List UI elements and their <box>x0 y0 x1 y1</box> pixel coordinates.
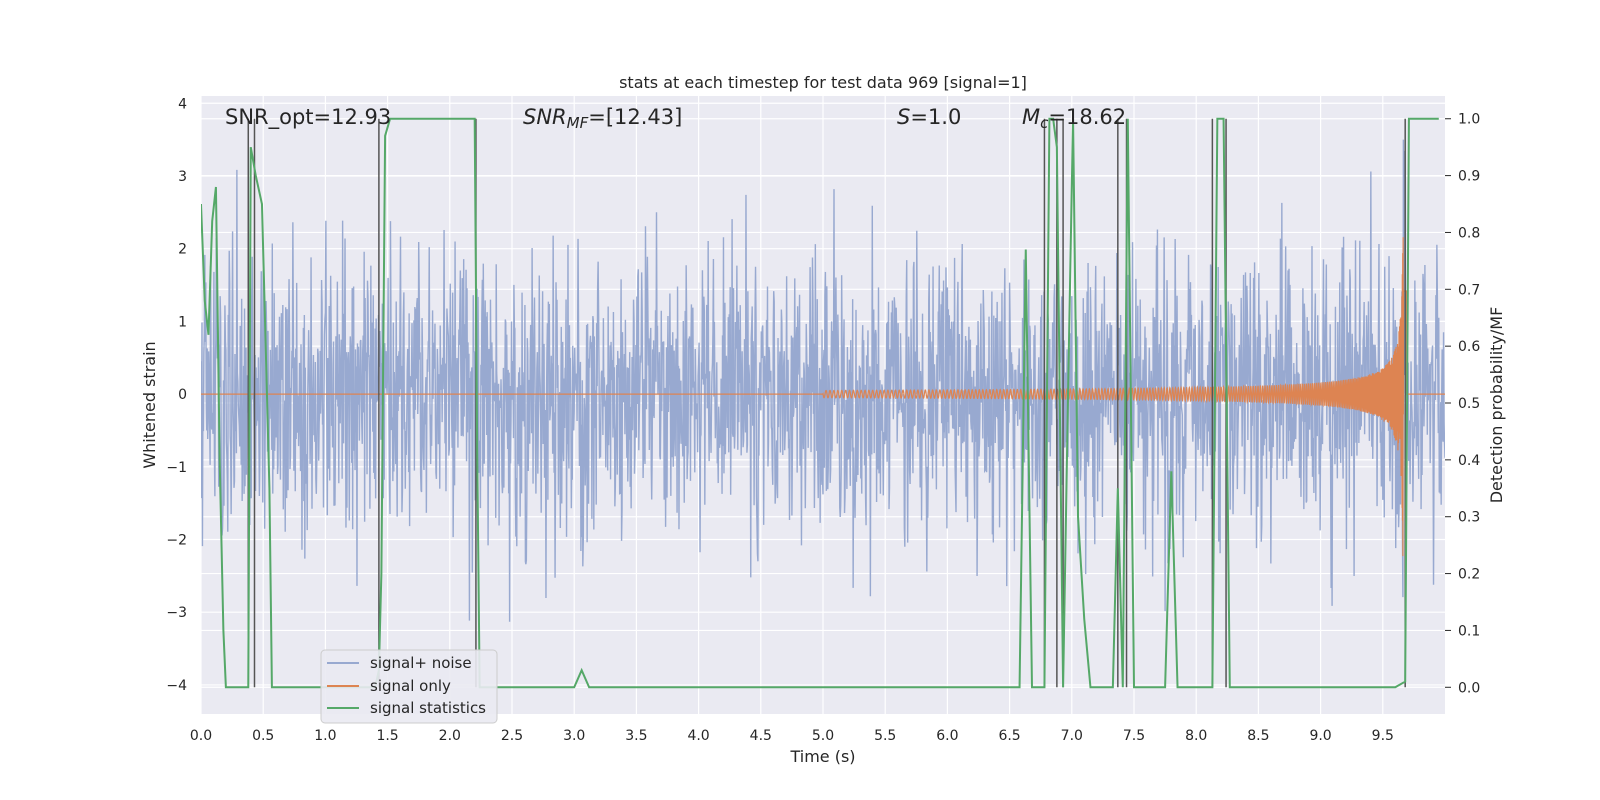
legend-box <box>320 649 498 724</box>
y-tick-label-left: 1 <box>178 314 187 330</box>
y-tick-label-right: 0.8 <box>1458 225 1480 241</box>
x-tick-label: 0.5 <box>252 728 274 744</box>
y-tick-label-left: 3 <box>178 169 187 185</box>
chart-title: stats at each timestep for test data 969… <box>619 73 1027 92</box>
y-tick-label-left: 0 <box>178 387 187 403</box>
y-tick-label-right: 0.1 <box>1458 623 1480 639</box>
y-axis-label-left: Whitened strain <box>140 341 159 468</box>
x-tick-label: 1.5 <box>376 728 398 744</box>
y-tick-label-left: 2 <box>178 242 187 258</box>
y-tick-label-right: 0.6 <box>1458 339 1480 355</box>
y-tick-label-right: 0.3 <box>1458 510 1480 526</box>
legend-label-signal-statistics: signal statistics <box>370 699 486 717</box>
x-tick-label: 8.5 <box>1247 728 1269 744</box>
series-signal-only-line <box>201 237 1445 557</box>
y-ticks-right: 1.0 0.9 0.8 0.7 0.6 0.5 0.4 0.3 0.2 0.1 0.0 <box>1445 112 1480 696</box>
x-tick-label: 9.0 <box>1309 728 1331 744</box>
series-signal-plus-noise-line <box>201 139 1445 622</box>
x-tick-label: 0.0 <box>190 728 212 744</box>
series-signal-statistics-line <box>201 117 1439 689</box>
y-tick-label-right: 0.0 <box>1458 680 1480 696</box>
y-tick-label-left: −1 <box>166 460 187 476</box>
y-tick-label-left: 4 <box>178 96 187 112</box>
x-tick-label: 2.5 <box>501 728 523 744</box>
x-axis-label: Time (s) <box>789 747 855 766</box>
x-tick-label: 2.0 <box>439 728 461 744</box>
x-tick-label: 5.5 <box>874 728 896 744</box>
y-tick-label-left: −3 <box>166 605 187 621</box>
x-tick-label: 3.0 <box>563 728 585 744</box>
y-tick-label-right: 0.4 <box>1458 453 1480 469</box>
annotation-snr-mf: SNRMF=[12.43] <box>523 105 682 132</box>
x-tick-label: 8.0 <box>1185 728 1207 744</box>
legend-label-signal-plus-noise: signal+ noise <box>370 654 472 672</box>
legend-label-signal-only: signal only <box>370 677 451 695</box>
y-tick-label-left: −2 <box>166 533 187 549</box>
annotation-s: S=1.0 <box>897 105 961 129</box>
x-tick-label: 1.0 <box>314 728 336 744</box>
x-tick-label: 6.5 <box>998 728 1020 744</box>
annotation-mc: Mc=18.62 <box>1022 105 1126 132</box>
x-tick-label: 7.5 <box>1123 728 1145 744</box>
y-ticks-left: 4 3 2 1 0 −1 −2 −3 −4 <box>166 96 187 694</box>
y-tick-label-right: 0.2 <box>1458 567 1480 583</box>
x-tick-label: 3.5 <box>625 728 647 744</box>
y-tick-label-right: 1.0 <box>1458 112 1480 128</box>
annotation-snr-opt: SNR_opt=12.93 <box>225 105 391 130</box>
y-tick-label-right: 0.5 <box>1458 396 1480 412</box>
x-tick-label: 5.0 <box>812 728 834 744</box>
y-axis-label-right: Detection probability/MF <box>1487 307 1506 504</box>
legend: signal+ noise signal only signal statist… <box>320 649 498 724</box>
x-tick-label: 6.0 <box>936 728 958 744</box>
x-tick-label: 9.5 <box>1372 728 1394 744</box>
x-ticks: 0.0 0.5 1.0 1.5 2.0 2.5 3.0 3.5 4.0 4.5 5.0 5.5 6.0 6… <box>190 728 1394 744</box>
y-tick-label-left: −4 <box>166 678 187 694</box>
y-tick-label-right: 0.9 <box>1458 169 1480 185</box>
x-tick-label: 7.0 <box>1061 728 1083 744</box>
y-tick-label-right: 0.7 <box>1458 282 1480 298</box>
x-tick-label: 4.0 <box>687 728 709 744</box>
x-tick-label: 4.5 <box>750 728 772 744</box>
